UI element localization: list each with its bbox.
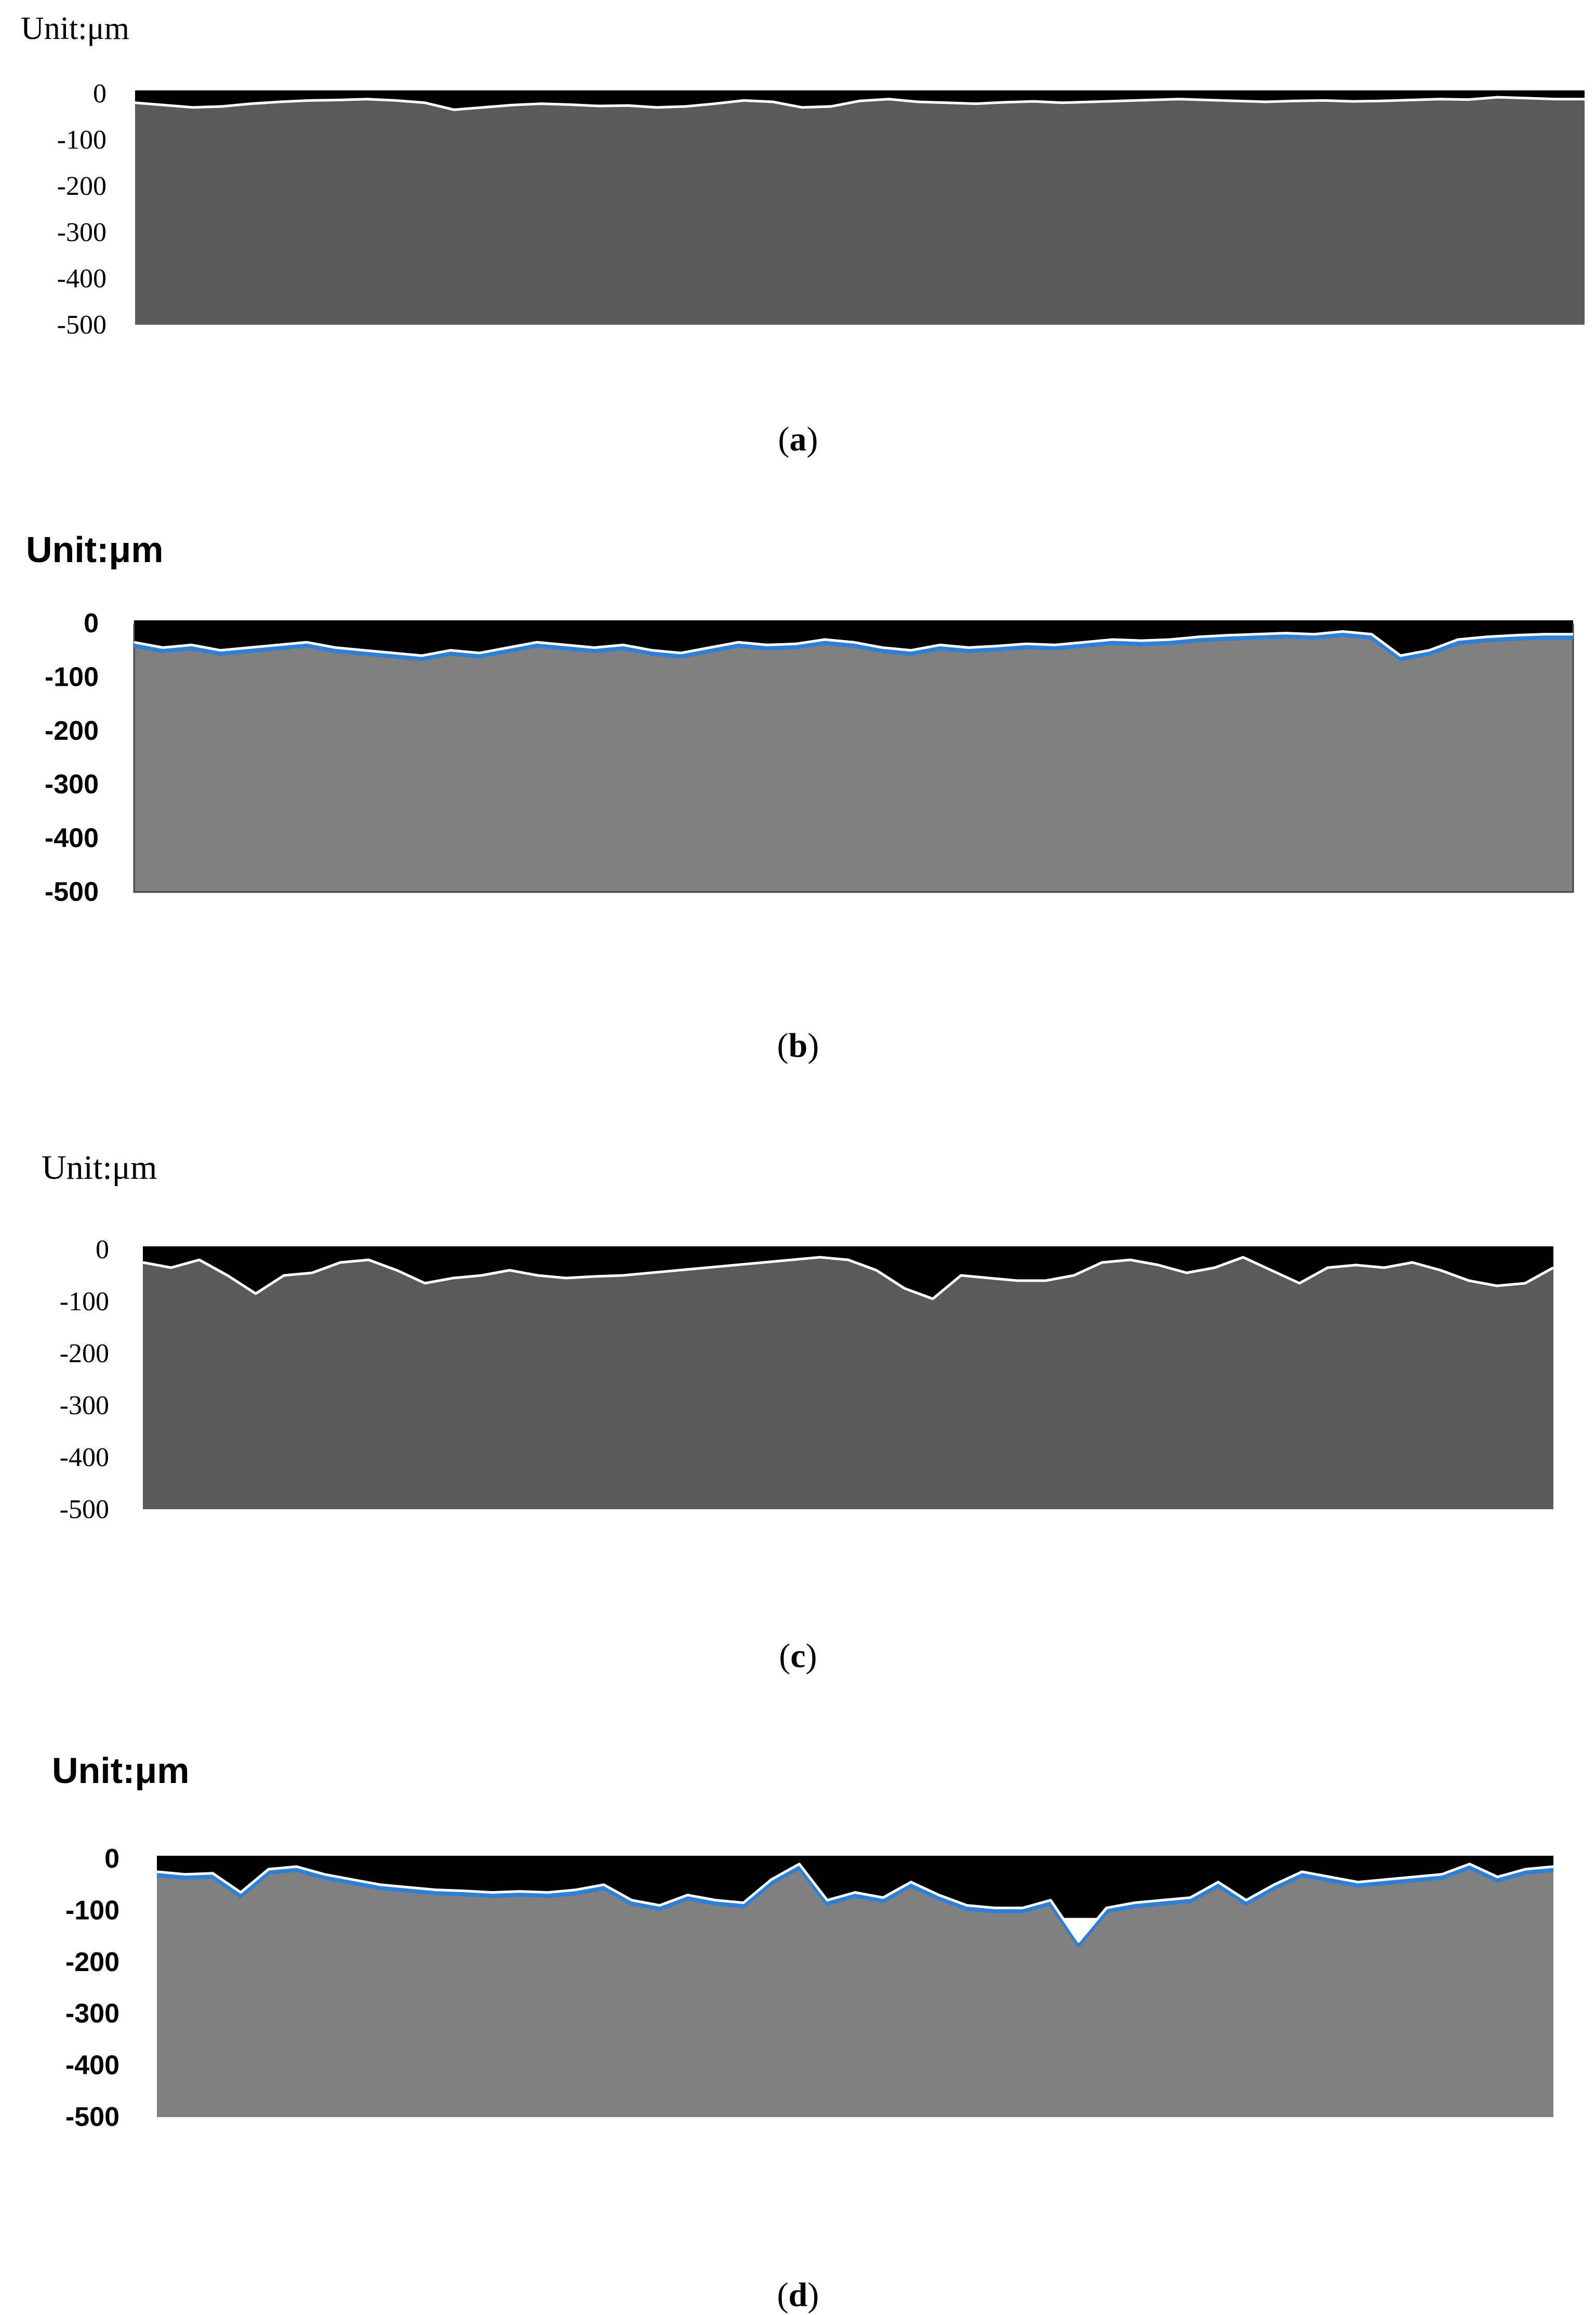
caption-letter: c bbox=[790, 1637, 806, 1675]
material-area bbox=[133, 623, 1574, 893]
caption-letter: d bbox=[788, 2276, 808, 2314]
profile-chart-d: 0 -100 -200 -300 -400 -500 bbox=[65, 1844, 1554, 2132]
profile-edge-line bbox=[156, 1862, 1554, 1943]
y-tick-label: -200 bbox=[60, 1339, 109, 1368]
y-tick-label: -300 bbox=[65, 1999, 119, 2029]
unit-label: Unit:μm bbox=[42, 1149, 157, 1187]
profile-chart-b: 0 -100 -200 -300 -400 -500 bbox=[45, 608, 1574, 907]
material-area bbox=[157, 1859, 1553, 2117]
y-tick-label: -500 bbox=[45, 877, 99, 907]
y-tick-label: -400 bbox=[65, 2051, 119, 2081]
y-tick-label: -300 bbox=[60, 1391, 109, 1420]
y-tick-label: -300 bbox=[57, 218, 107, 247]
y-tick-label: -500 bbox=[57, 310, 107, 340]
profile-shadow-line bbox=[156, 1865, 1554, 1947]
y-tick-label: -500 bbox=[60, 1495, 109, 1524]
panel-caption-d: (d) bbox=[777, 2276, 819, 2314]
profile-edge-line bbox=[134, 630, 1573, 657]
y-tick-label: -100 bbox=[45, 662, 99, 692]
unit-label: Unit:μm bbox=[21, 11, 129, 46]
y-tick-label: -200 bbox=[45, 716, 99, 746]
unit-label: Unit:μm bbox=[52, 1750, 190, 1791]
y-tick-label: -200 bbox=[57, 171, 107, 201]
profile-chart-a: 0 -100 -200 -300 -400 -500 bbox=[57, 79, 1585, 340]
profile-edge-line bbox=[142, 1256, 1554, 1300]
profile-shadow-line bbox=[134, 632, 1573, 661]
panel-caption-c: (c) bbox=[779, 1637, 817, 1675]
profile-chart-c: 0 -100 -200 -300 -400 -500 bbox=[60, 1235, 1554, 1524]
y-tick-label: -400 bbox=[60, 1443, 109, 1472]
caption-letter: a bbox=[789, 420, 807, 458]
y-tick-label: 0 bbox=[96, 1235, 109, 1265]
material-area bbox=[143, 1249, 1553, 1509]
material-area bbox=[135, 94, 1585, 325]
panel-caption-a: (a) bbox=[778, 420, 818, 458]
panel-caption-b: (b) bbox=[777, 1027, 819, 1065]
y-tick-label: -100 bbox=[65, 1895, 119, 1925]
y-tick-label: -300 bbox=[45, 769, 99, 800]
y-tick-label: -100 bbox=[57, 125, 107, 155]
y-tick-label: -100 bbox=[60, 1287, 109, 1316]
y-tick-label: -400 bbox=[45, 823, 99, 854]
caption-letter: b bbox=[788, 1027, 808, 1065]
y-tick-label: -400 bbox=[57, 264, 107, 294]
profile-edge-line bbox=[135, 96, 1585, 111]
y-tick-label: -500 bbox=[65, 2102, 119, 2132]
y-tick-label: 0 bbox=[84, 608, 99, 638]
y-tick-label: -200 bbox=[65, 1947, 119, 1977]
y-tick-label: 0 bbox=[104, 1844, 119, 1874]
y-tick-label: 0 bbox=[93, 79, 107, 109]
unit-label: Unit:μm bbox=[26, 529, 164, 570]
